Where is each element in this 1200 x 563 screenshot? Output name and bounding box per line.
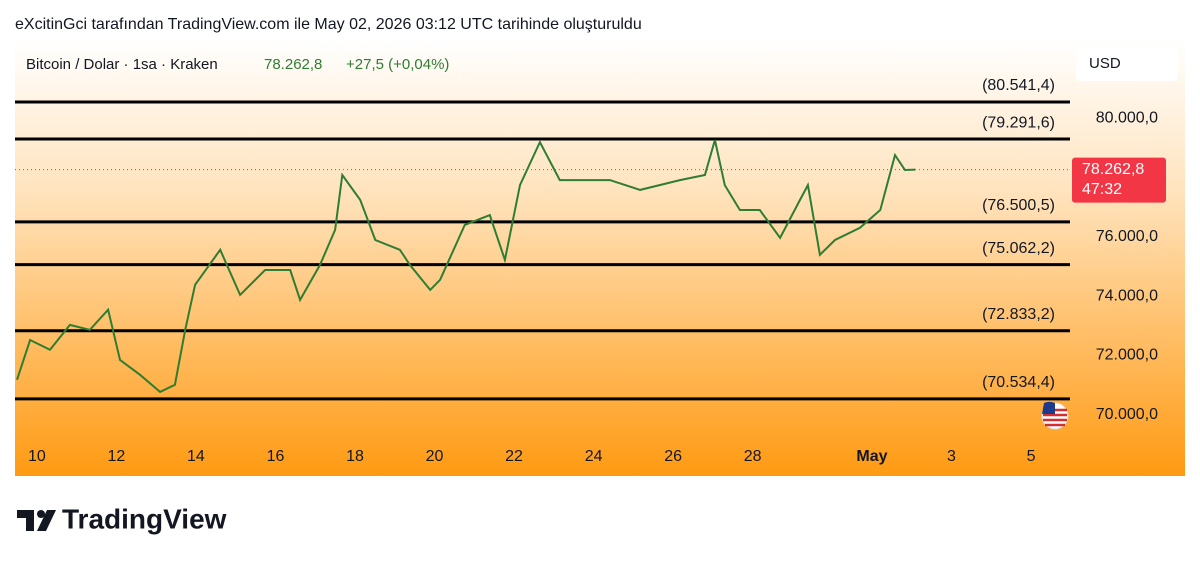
x-tick-label: 3 [947,448,956,465]
y-tick-label: 80.000,0 [1096,109,1158,126]
level-label: (72.833,2) [982,306,1055,323]
x-tick-label: 16 [267,448,285,465]
x-tick-label: 22 [505,448,523,465]
x-tick-label: 5 [1027,448,1036,465]
brand: TradingView [62,503,227,534]
x-tick-label: 10 [28,448,46,465]
us-flag [1041,401,1069,430]
last-price-label: 78.262,8 [1082,161,1144,178]
x-tick-label: 26 [664,448,682,465]
price-line [16,139,916,394]
legend-symbol: Bitcoin / Dolar · 1sa · Kraken [26,56,218,73]
last-price-tag [1072,157,1166,203]
level-label: (80.541,4) [982,77,1055,94]
legend-last: 78.262,8 [264,56,322,73]
currency-box[interactable] [1076,47,1178,81]
countdown: 47:32 [1082,181,1122,198]
level-label: (79.291,6) [982,114,1055,131]
level-label: (76.500,5) [982,197,1055,214]
x-tick-label: May [856,448,887,465]
y-tick-label: 70.000,0 [1096,406,1158,423]
level-label: (75.062,2) [982,240,1055,257]
x-tick-label: 20 [426,448,444,465]
x-tick-label: 24 [585,448,603,465]
legend-change: +27,5 (+0,04%) [346,56,449,73]
level-label: (70.534,4) [982,374,1055,391]
chart-bg [15,40,1185,476]
y-tick-label: 74.000,0 [1096,287,1158,304]
brand-logo [17,510,56,531]
x-tick-label: 14 [187,448,205,465]
x-tick-label: 28 [744,448,762,465]
x-tick-label: 12 [108,448,126,465]
x-tick-label: 18 [346,448,364,465]
currency: USD [1089,55,1121,72]
header: eXcitinGci tarafından TradingView.com il… [15,16,642,33]
y-tick-label: 76.000,0 [1096,228,1158,245]
y-tick-label: 72.000,0 [1096,347,1158,364]
